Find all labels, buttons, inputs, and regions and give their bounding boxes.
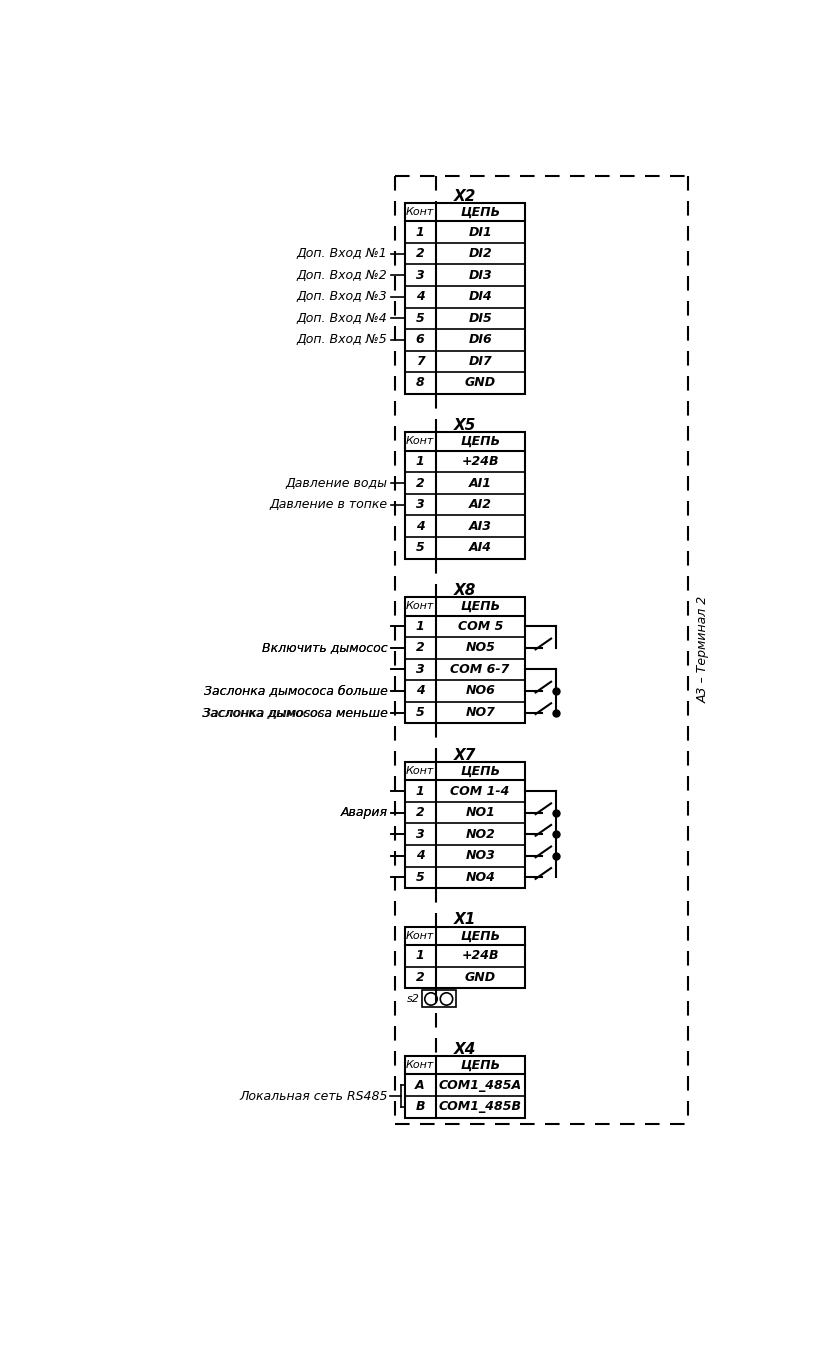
Text: COM1_485A: COM1_485A [439,1079,522,1091]
Text: NO2: NO2 [465,828,495,841]
Text: 5: 5 [416,541,424,554]
Bar [405,203,525,394]
Text: 4: 4 [416,290,424,303]
Text: 1: 1 [416,455,424,468]
Text: 2: 2 [416,641,424,654]
Text: A: A [415,1079,425,1091]
Text: X5: X5 [454,418,476,433]
Circle shape [425,993,437,1005]
Text: 2: 2 [416,246,424,260]
Text: Доп. Вход №2: Доп. Вход №2 [296,268,387,282]
Text: 4: 4 [416,849,424,862]
Text: 6: 6 [416,333,424,346]
Text: s2: s2 [407,994,420,1003]
Text: Конт: Конт [406,931,434,941]
Text: Заслонка дымососа меньше: Заслонка дымососа меньше [201,706,387,719]
Text: Заслонка дымososа меньше: Заслонка дымososа меньше [202,706,387,719]
Bar [422,991,456,1008]
Text: Заслонка дымососа больше: Заслонка дымососа больше [204,684,387,697]
Text: COM 1-4: COM 1-4 [450,784,510,798]
Text: 3: 3 [416,828,424,841]
Text: X8: X8 [454,583,476,598]
Text: ЦЕПЬ: ЦЕПЬ [460,205,500,219]
Text: GND: GND [464,971,495,984]
Text: 5: 5 [416,312,424,324]
Text: DI5: DI5 [468,312,492,324]
Text: DI1: DI1 [468,226,492,238]
Text: ЦЕПЬ: ЦЕПЬ [460,435,500,448]
Text: 8: 8 [416,376,424,389]
Text: GND: GND [464,376,495,389]
Text: +24В: +24В [461,949,499,962]
Text: 2: 2 [416,806,424,819]
Text: 3: 3 [416,268,424,282]
Text: Конт: Конт [406,601,434,612]
Text: 7: 7 [416,355,424,368]
Text: AI2: AI2 [468,498,491,511]
Text: DI6: DI6 [468,333,492,346]
Text: 3: 3 [416,498,424,511]
Text: Включить дымосос: Включить дымосос [262,641,387,654]
Text: Конт: Конт [406,767,434,776]
Bar [405,761,525,888]
Text: Доп. Вход №5: Доп. Вход №5 [296,333,387,346]
Text: А3 – Терминал 2: А3 – Терминал 2 [696,596,709,704]
Text: 4: 4 [416,520,424,533]
Text: COM1_485B: COM1_485B [439,1101,522,1113]
Text: AI1: AI1 [468,476,491,490]
Text: 1: 1 [416,620,424,632]
Text: NO7: NO7 [465,706,495,719]
Text: Конт: Конт [406,207,434,218]
Text: 1: 1 [416,226,424,238]
Text: B: B [415,1101,425,1113]
Text: NO4: NO4 [465,871,495,884]
Text: ЦЕПЬ: ЦЕПЬ [460,600,500,613]
Bar [405,1055,525,1117]
Text: X1: X1 [454,912,476,927]
Text: X7: X7 [454,747,476,763]
Text: Локальная сеть RS485: Локальная сеть RS485 [239,1090,387,1102]
Text: 3: 3 [416,663,424,676]
Text: 5: 5 [416,871,424,884]
Text: AI4: AI4 [468,541,491,554]
Text: AI3: AI3 [468,520,491,533]
Text: 4: 4 [416,684,424,697]
Text: +24В: +24В [461,455,499,468]
Text: Авария: Авария [341,806,387,819]
Text: Доп. Вход №4: Доп. Вход №4 [296,312,387,324]
Text: 2: 2 [416,971,424,984]
Text: COM 6-7: COM 6-7 [450,663,510,676]
Bar [405,927,525,988]
Text: Авария: Авария [341,806,387,819]
Text: ЦЕПЬ: ЦЕПЬ [460,1058,500,1072]
Text: Давление воды: Давление воды [286,476,387,490]
Text: X2: X2 [454,189,476,204]
Bar [405,433,525,559]
Text: DI3: DI3 [468,268,492,282]
Text: DI7: DI7 [468,355,492,368]
Text: NO1: NO1 [465,806,495,819]
Text: DI2: DI2 [468,246,492,260]
Text: DI4: DI4 [468,290,492,303]
Text: Заслонка дымососа больше: Заслонка дымососа больше [204,684,387,697]
Text: 2: 2 [416,476,424,490]
Text: Конт: Конт [406,437,434,446]
Text: NO5: NO5 [465,641,495,654]
Text: 1: 1 [416,949,424,962]
Text: 1: 1 [416,784,424,798]
Text: Давление в топке: Давление в топке [269,498,387,511]
Text: Включить дымосос: Включить дымосос [262,641,387,654]
Text: 5: 5 [416,706,424,719]
Text: NO3: NO3 [465,849,495,862]
Text: COM 5: COM 5 [458,620,503,632]
Text: Доп. Вход №3: Доп. Вход №3 [296,290,387,303]
Text: Доп. Вход №1: Доп. Вход №1 [296,246,387,260]
Text: ЦЕПЬ: ЦЕПЬ [460,930,500,942]
Text: ЦЕПЬ: ЦЕПЬ [460,764,500,778]
Text: Конт: Конт [406,1060,434,1071]
Text: NO6: NO6 [465,684,495,697]
Circle shape [441,993,453,1005]
Bar [405,597,525,723]
Text: X4: X4 [454,1042,476,1057]
